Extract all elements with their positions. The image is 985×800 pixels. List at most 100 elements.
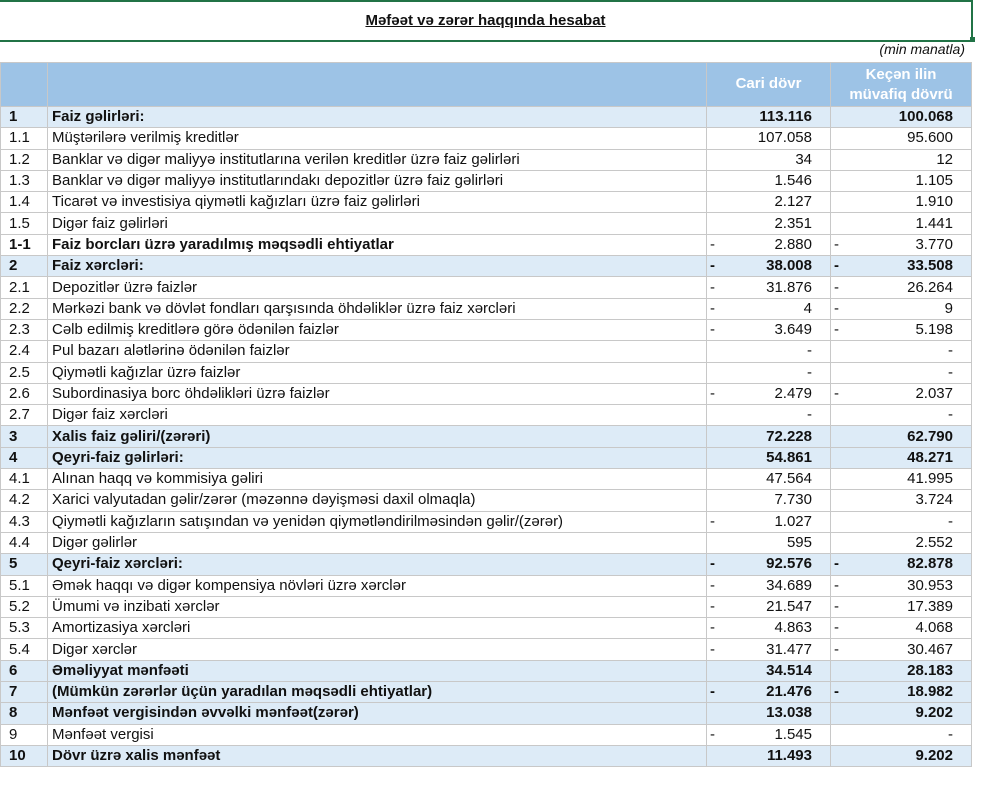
row-number[interactable]: 5.2: [0, 595, 48, 619]
current-value-cell[interactable]: 11.493: [706, 744, 831, 768]
row-number[interactable]: 7: [0, 681, 48, 704]
row-label[interactable]: Dövr üzrə xalis mənfəət: [47, 744, 707, 768]
previous-value-cell[interactable]: - 18.982: [830, 681, 972, 704]
row-label[interactable]: Xarici valyutadan gəlir/zərər (məzənnə d…: [47, 489, 707, 512]
previous-value-cell[interactable]: 95.600: [830, 127, 972, 150]
row-number[interactable]: 2.4: [0, 340, 48, 363]
cell-fill-handle[interactable]: [970, 37, 975, 42]
current-value-cell[interactable]: -: [706, 361, 831, 384]
previous-value-cell[interactable]: -: [830, 404, 972, 427]
row-number[interactable]: 2.6: [0, 382, 48, 406]
previous-value-cell[interactable]: 3.724: [830, 489, 972, 512]
row-number[interactable]: 2.7: [0, 404, 48, 427]
row-label[interactable]: Əmək haqqı və digər kompensiya növləri ü…: [47, 574, 707, 597]
row-label[interactable]: Faiz borcları üzrə yaradılmış məqsədli e…: [47, 233, 707, 257]
row-label[interactable]: Əməliyyat mənfəəti: [47, 659, 707, 683]
previous-value-cell[interactable]: - 26.264: [830, 276, 972, 299]
row-label[interactable]: Qeyri-faiz xərcləri:: [47, 553, 707, 576]
current-value-cell[interactable]: - 2.479: [706, 382, 831, 406]
row-number[interactable]: 2.5: [0, 361, 48, 384]
current-value-cell[interactable]: 113.116: [706, 105, 831, 129]
previous-value-cell[interactable]: - 2.037: [830, 382, 972, 406]
current-value-cell[interactable]: 7.730: [706, 489, 831, 512]
previous-value-cell[interactable]: -: [830, 510, 972, 533]
previous-value-cell[interactable]: - 17.389: [830, 595, 972, 619]
row-label[interactable]: Qeyri-faiz gəlirləri:: [47, 446, 707, 470]
row-number[interactable]: 4.1: [0, 468, 48, 491]
row-label[interactable]: Mərkəzi bank və dövlət fondları qarşısın…: [47, 297, 707, 320]
previous-value-cell[interactable]: -: [830, 361, 972, 384]
row-label[interactable]: Pul bazarı alətlərinə ödənilən faizlər: [47, 340, 707, 363]
current-value-cell[interactable]: - 2.880: [706, 233, 831, 257]
row-label[interactable]: Depozitlər üzrə faizlər: [47, 276, 707, 299]
previous-value-cell[interactable]: - 30.953: [830, 574, 972, 597]
row-label[interactable]: (Mümkün zərərlər üçün yaradılan məqsədli…: [47, 681, 707, 704]
previous-value-cell[interactable]: - 33.508: [830, 255, 972, 278]
current-value-cell[interactable]: -4: [706, 297, 831, 320]
row-number[interactable]: 9: [0, 723, 48, 746]
row-label[interactable]: Digər gəlirlər: [47, 531, 707, 555]
row-number[interactable]: 2.1: [0, 276, 48, 299]
current-value-cell[interactable]: - 4.863: [706, 617, 831, 640]
row-label[interactable]: Mənfəət vergisindən əvvəlki mənfəət(zərə…: [47, 702, 707, 725]
row-label[interactable]: Qiymətli kağızlar üzrə faizlər: [47, 361, 707, 384]
previous-value-cell[interactable]: -: [830, 723, 972, 746]
previous-value-cell[interactable]: 9.202: [830, 744, 972, 768]
current-value-cell[interactable]: - 34.689: [706, 574, 831, 597]
previous-value-cell[interactable]: 48.271: [830, 446, 972, 470]
row-number[interactable]: 5.3: [0, 617, 48, 640]
row-number[interactable]: 4.4: [0, 531, 48, 555]
previous-value-cell[interactable]: 1.105: [830, 169, 972, 193]
row-label[interactable]: Cəlb edilmiş kreditlərə görə ödənilən fa…: [47, 318, 707, 342]
current-value-cell[interactable]: - 38.008: [706, 255, 831, 278]
previous-value-cell[interactable]: 9.202: [830, 702, 972, 725]
row-number[interactable]: 5.1: [0, 574, 48, 597]
current-value-cell[interactable]: 2.127: [706, 191, 831, 214]
row-number[interactable]: 10: [0, 744, 48, 768]
row-label[interactable]: Amortizasiya xərcləri: [47, 617, 707, 640]
previous-value-cell[interactable]: 100.068: [830, 105, 972, 129]
row-label[interactable]: Digər faiz gəlirləri: [47, 212, 707, 235]
previous-value-cell[interactable]: -: [830, 340, 972, 363]
current-value-cell[interactable]: - 31.477: [706, 638, 831, 661]
previous-value-cell[interactable]: 1.441: [830, 212, 972, 235]
previous-value-cell[interactable]: - 30.467: [830, 638, 972, 661]
previous-value-cell[interactable]: -9: [830, 297, 972, 320]
current-value-cell[interactable]: - 1.027: [706, 510, 831, 533]
previous-value-cell[interactable]: 62.790: [830, 425, 972, 448]
row-number[interactable]: 1: [0, 105, 48, 129]
row-number[interactable]: 2.3: [0, 318, 48, 342]
row-number[interactable]: 5.4: [0, 638, 48, 661]
current-value-cell[interactable]: - 21.476: [706, 681, 831, 704]
row-number[interactable]: 2.2: [0, 297, 48, 320]
row-number[interactable]: 4.3: [0, 510, 48, 533]
row-number[interactable]: 1.4: [0, 191, 48, 214]
row-number[interactable]: 2: [0, 255, 48, 278]
row-number[interactable]: 8: [0, 702, 48, 725]
previous-value-cell[interactable]: - 5.198: [830, 318, 972, 342]
current-value-cell[interactable]: 34.514: [706, 659, 831, 683]
row-label[interactable]: Alınan haqq və kommisiya gəliri: [47, 468, 707, 491]
report-title-cell[interactable]: Məfəət və zərər haqqında hesabat: [0, 0, 973, 42]
previous-value-cell[interactable]: 28.183: [830, 659, 972, 683]
row-label[interactable]: Faiz gəlirləri:: [47, 105, 707, 129]
row-number[interactable]: 6: [0, 659, 48, 683]
row-number[interactable]: 3: [0, 425, 48, 448]
row-label[interactable]: Digər xərclər: [47, 638, 707, 661]
row-label[interactable]: Xalis faiz gəliri/(zərəri): [47, 425, 707, 448]
current-value-cell[interactable]: 54.861: [706, 446, 831, 470]
previous-value-cell[interactable]: - 82.878: [830, 553, 972, 576]
current-value-cell[interactable]: - 21.547: [706, 595, 831, 619]
previous-value-cell[interactable]: 12: [830, 148, 972, 171]
row-number[interactable]: 5: [0, 553, 48, 576]
row-label[interactable]: Banklar və digər maliyyə institutlarına …: [47, 148, 707, 171]
row-label[interactable]: Banklar və digər maliyyə institutlarında…: [47, 169, 707, 193]
current-value-cell[interactable]: - 3.649: [706, 318, 831, 342]
row-number[interactable]: 1-1: [0, 233, 48, 257]
row-label[interactable]: Subordinasiya borc öhdəlikləri üzrə faiz…: [47, 382, 707, 406]
row-label[interactable]: Ümumi və inzibati xərclər: [47, 595, 707, 619]
current-value-cell[interactable]: - 92.576: [706, 553, 831, 576]
row-number[interactable]: 1.1: [0, 127, 48, 150]
current-value-cell[interactable]: 72.228: [706, 425, 831, 448]
current-value-cell[interactable]: -: [706, 404, 831, 427]
